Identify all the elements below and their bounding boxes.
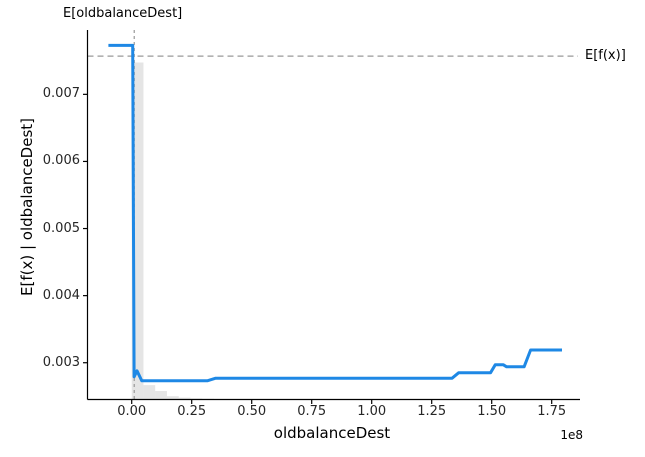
histogram-bar: [166, 396, 179, 400]
histogram-bar: [178, 397, 191, 400]
y-tick-label: 0.003: [42, 354, 80, 370]
histogram-bar: [143, 385, 156, 400]
plot-line: [108, 43, 562, 383]
x-tick-label: 0.50: [237, 404, 267, 419]
y-tick-label: 0.004: [42, 287, 80, 303]
x-tick-label: 0.00: [117, 404, 147, 419]
x-tick-label: 1.75: [537, 404, 567, 419]
x-tick-label: 0.75: [297, 404, 327, 419]
y-tick-label: 0.007: [42, 86, 80, 102]
x-axis-label: oldbalanceDest: [273, 424, 391, 442]
y-tick-label: 0.005: [42, 220, 80, 236]
x-tick-label: 1.50: [477, 404, 507, 419]
y-tick-label: 0.006: [42, 153, 80, 169]
expected-fx-label: E[f(x)]: [585, 48, 626, 63]
x-tick-label: 0.25: [177, 404, 207, 419]
x-tick-label: 1.00: [357, 404, 387, 419]
histogram-bar: [155, 391, 167, 400]
chart-title: E[oldbalanceDest]: [63, 6, 183, 21]
y-axis-label: E[f(x) | oldbalanceDest]: [18, 117, 36, 297]
x-tick-label: 1.25: [417, 404, 447, 419]
x-axis-offset-label: 1e8: [560, 428, 583, 442]
histogram-bar: [131, 62, 144, 400]
